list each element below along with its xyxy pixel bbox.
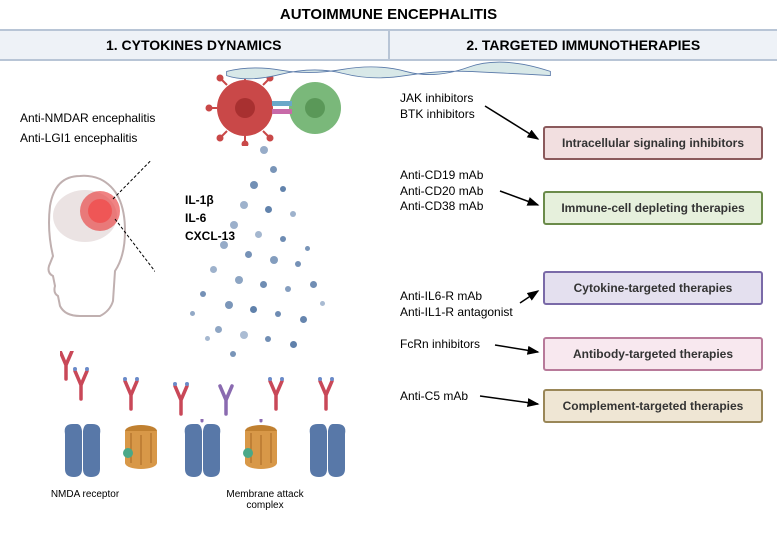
antibodies-icon	[60, 351, 340, 421]
main-title: AUTOIMMUNE ENCEPHALITIS	[0, 0, 777, 29]
treatment-label: FcRn inhibitors	[400, 337, 480, 353]
nmdar-label: Anti-NMDAR encephalitis	[20, 111, 155, 125]
therapy-label-group: Anti-C5 mAb	[400, 389, 468, 405]
therapy-label-group: Anti-CD19 mAbAnti-CD20 mAbAnti-CD38 mAb	[400, 168, 483, 215]
barrel-1-icon	[120, 419, 162, 479]
treatment-label: Anti-CD38 mAb	[400, 199, 483, 215]
treatment-label: Anti-CD20 mAb	[400, 184, 483, 200]
therapy-box-b1: Intracellular signaling inhibitors	[543, 126, 763, 160]
treatment-label: Anti-IL1-R antagonist	[400, 305, 513, 321]
membrane-icon	[0, 61, 777, 111]
mac-barrel-icon	[240, 419, 282, 479]
treatment-label: Anti-IL6-R mAb	[400, 289, 513, 305]
header-right: 2. TARGETED IMMUNOTHERAPIES	[390, 31, 777, 59]
nmda-receptor-label: NMDA receptor	[50, 489, 120, 500]
cytokine-dots	[170, 136, 350, 366]
therapy-box-b3: Cytokine-targeted therapies	[543, 271, 763, 305]
therapy-label-group: FcRn inhibitors	[400, 337, 480, 353]
treatment-label: JAK inhibitors	[400, 91, 475, 107]
nmda-receptor-icon	[55, 419, 110, 489]
content-area: Anti-NMDAR encephalitis Anti-LGI1 enceph…	[0, 61, 777, 531]
receptor-3-icon	[300, 419, 355, 489]
therapy-box-b4: Antibody-targeted therapies	[543, 337, 763, 371]
header-row: 1. CYTOKINES DYNAMICS 2. TARGETED IMMUNO…	[0, 29, 777, 61]
therapy-box-b2: Immune-cell depleting therapies	[543, 191, 763, 225]
head-profile-icon	[25, 161, 155, 321]
mac-label: Membrane attack complex	[220, 489, 310, 511]
lgi1-label: Anti-LGI1 encephalitis	[20, 131, 155, 145]
therapy-label-group: JAK inhibitorsBTK inhibitors	[400, 91, 475, 122]
treatment-label: Anti-C5 mAb	[400, 389, 468, 405]
header-left: 1. CYTOKINES DYNAMICS	[0, 31, 390, 59]
treatment-label: Anti-CD19 mAb	[400, 168, 483, 184]
therapy-label-group: Anti-IL6-R mAbAnti-IL1-R antagonist	[400, 289, 513, 320]
therapy-box-b5: Complement-targeted therapies	[543, 389, 763, 423]
treatment-label: BTK inhibitors	[400, 107, 475, 123]
receptor-2-icon	[175, 419, 230, 489]
encephalitis-labels: Anti-NMDAR encephalitis Anti-LGI1 enceph…	[20, 111, 155, 151]
